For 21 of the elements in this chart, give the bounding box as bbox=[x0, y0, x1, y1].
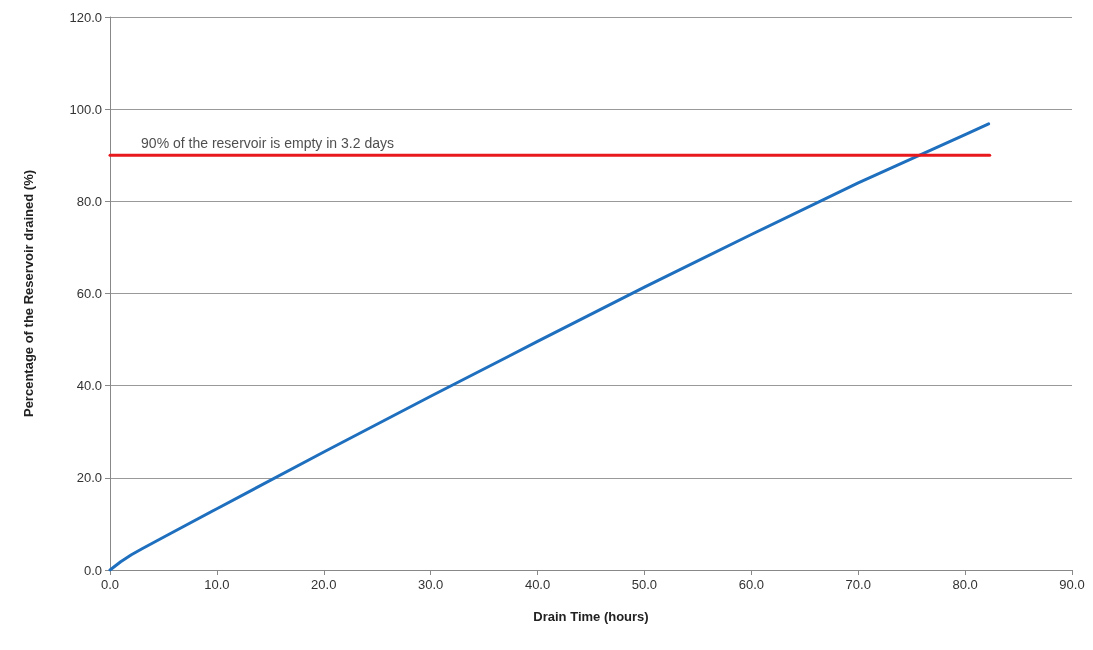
annotation: 90% of the reservoir is empty in 3.2 days bbox=[141, 135, 394, 152]
x-tick-label: 50.0 bbox=[631, 577, 658, 592]
x-tick-label: 0.0 bbox=[100, 577, 120, 592]
x-tick-label: 60.0 bbox=[738, 577, 764, 592]
y-axis-title: Percentage of the Reservoir drained (%) bbox=[21, 169, 36, 418]
x-axis-title: Drain Time (hours) bbox=[533, 609, 649, 624]
y-tick-label: 100.0 bbox=[69, 101, 102, 117]
y-tick-label: 80.0 bbox=[76, 193, 102, 209]
y-tick-label: 20.0 bbox=[76, 470, 102, 486]
x-tick-label: 40.0 bbox=[524, 577, 551, 592]
y-tick-label: 0.0 bbox=[83, 562, 102, 578]
y-tick-label: 120.0 bbox=[69, 9, 102, 25]
line-series bbox=[108, 122, 991, 572]
x-tick-label: 20.0 bbox=[311, 577, 337, 592]
x-tick-label: 90.0 bbox=[1059, 577, 1085, 592]
x-tick-label: 10.0 bbox=[204, 577, 230, 592]
x-tick-label: 70.0 bbox=[845, 577, 871, 592]
x-tick-label: 30.0 bbox=[418, 577, 444, 592]
y-tick-label: 60.0 bbox=[76, 286, 102, 301]
y-tick-label: 40.0 bbox=[76, 378, 102, 394]
x-tick-label: 80.0 bbox=[952, 577, 978, 592]
